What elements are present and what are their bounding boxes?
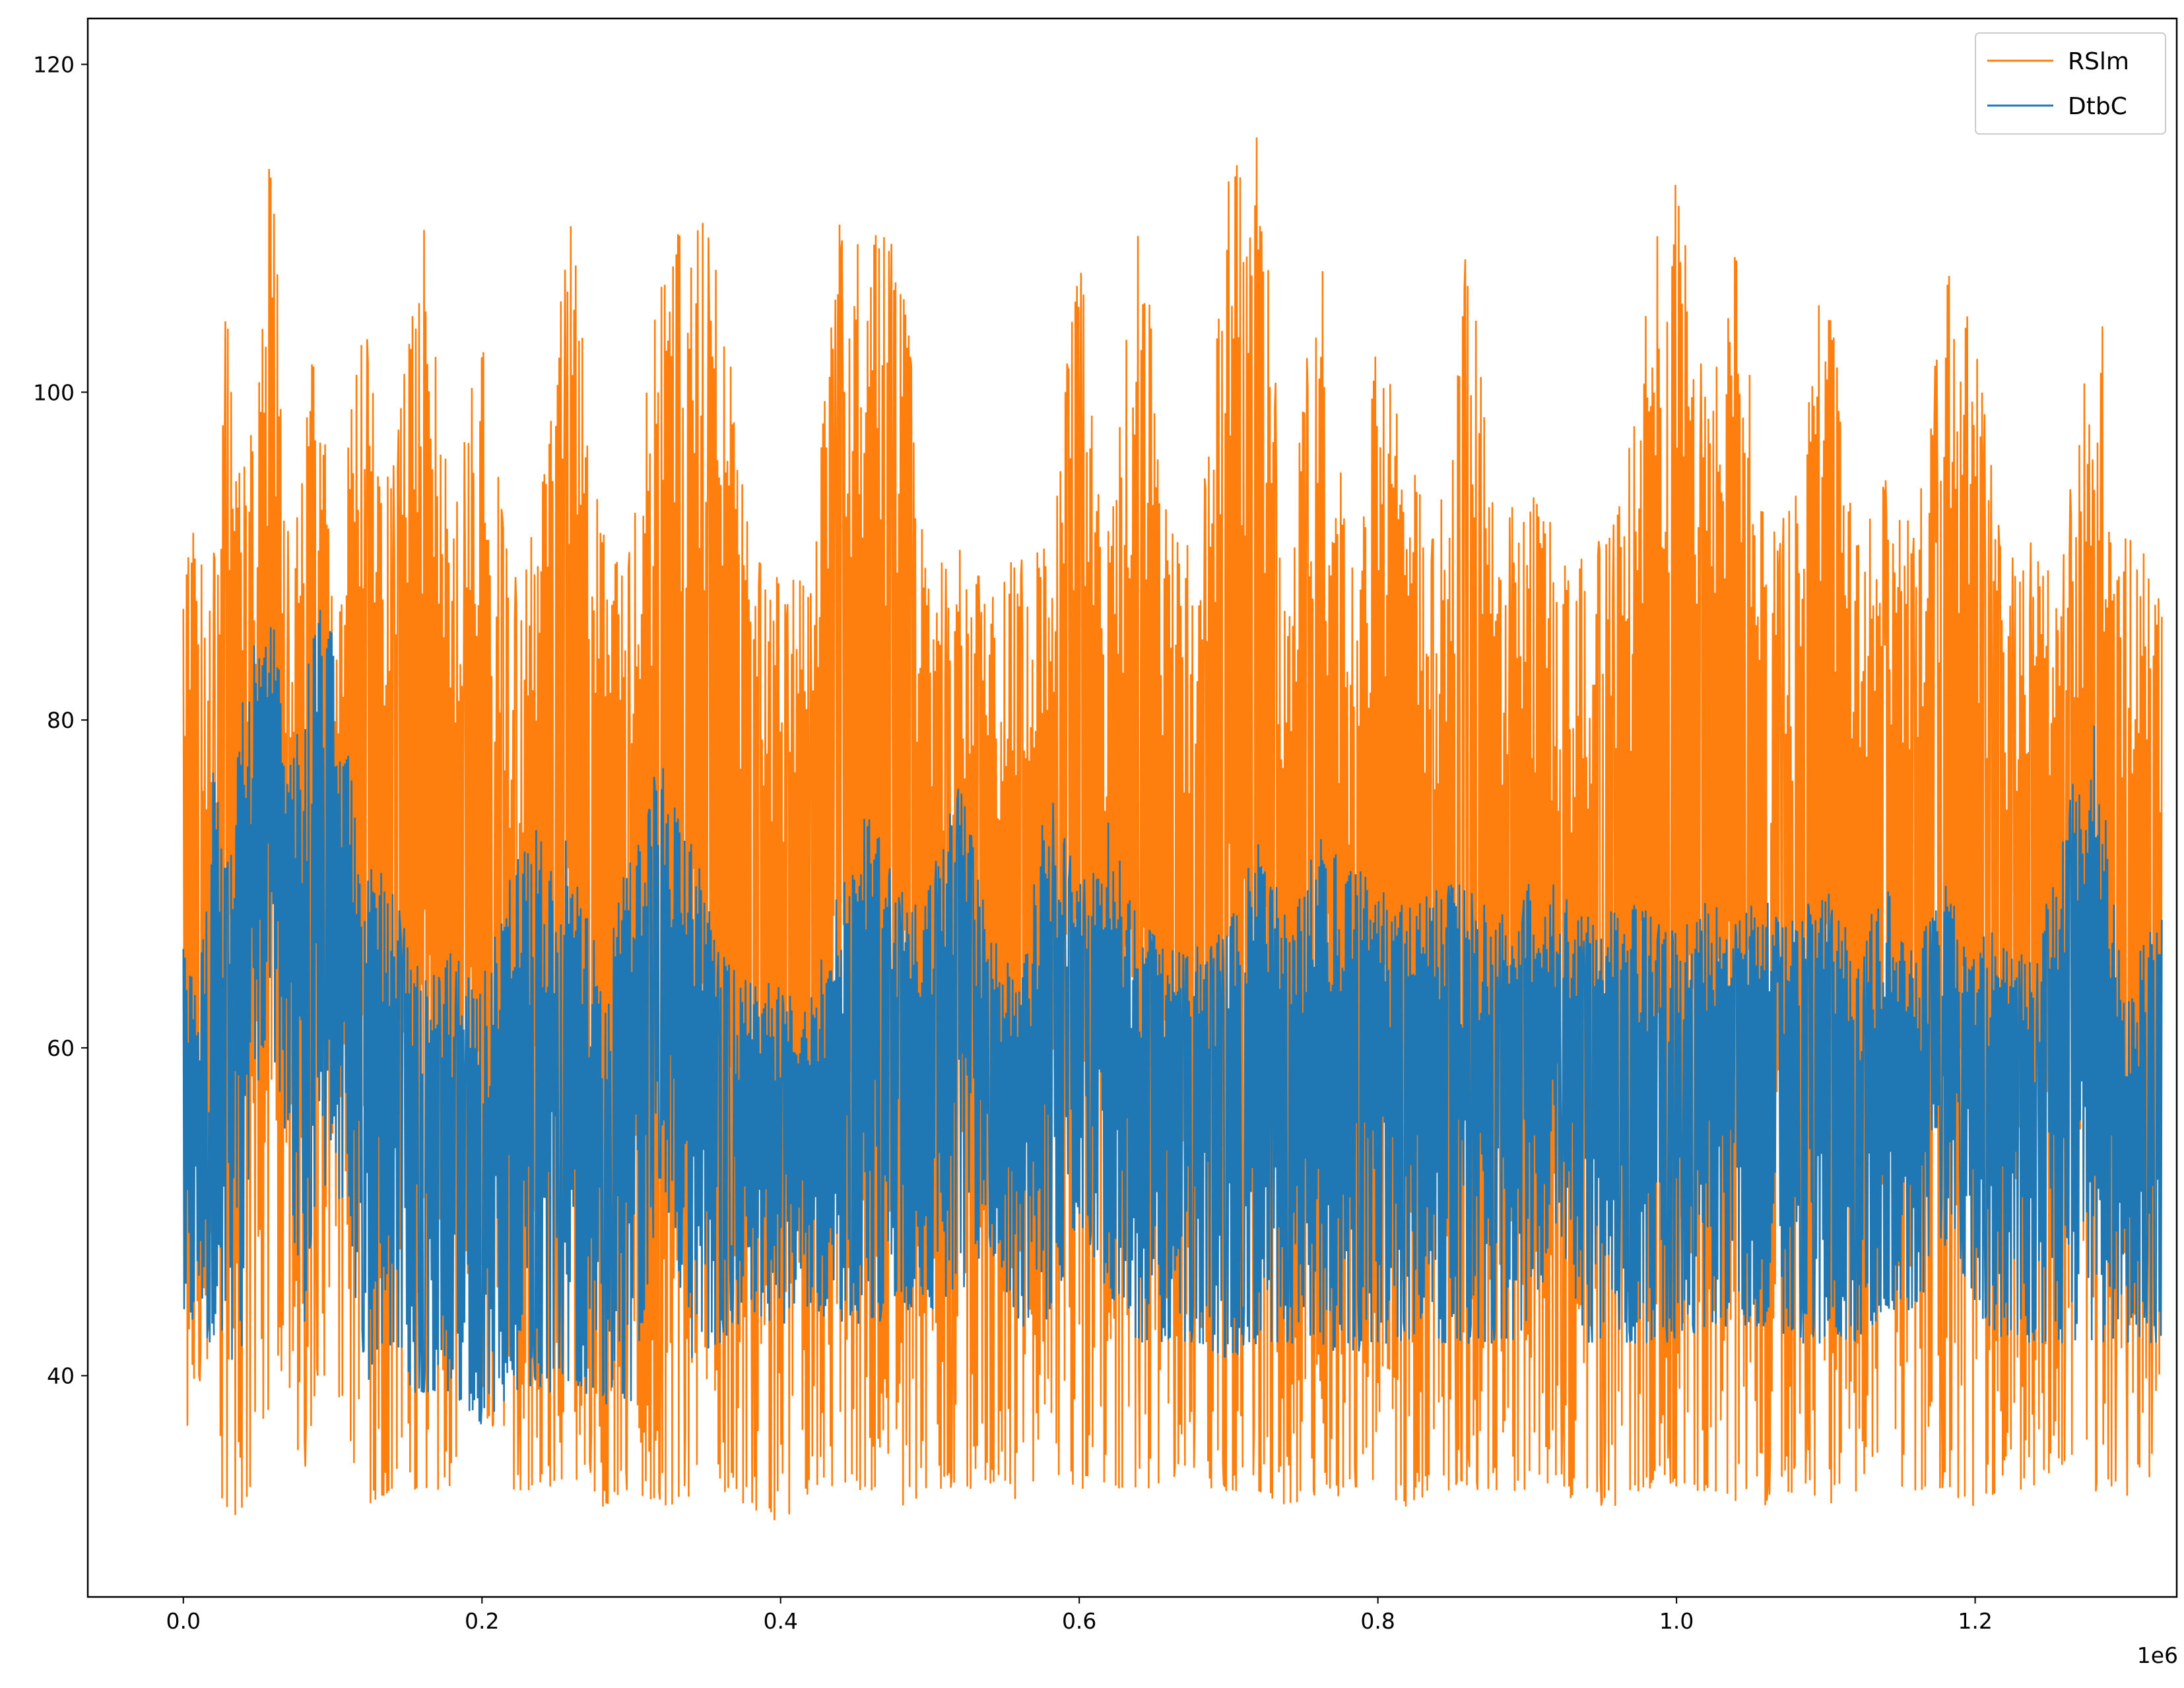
y-tick-label: 120: [33, 52, 75, 78]
legend-label-DtbC: DtbC: [2068, 93, 2127, 120]
x-tick-label: 1.0: [1659, 1608, 1694, 1634]
series-line-RSlm: [182, 137, 2163, 1520]
x-tick-label: 0.8: [1360, 1608, 1395, 1634]
plot-area: [86, 17, 2178, 1598]
legend-box: [1975, 32, 2166, 135]
legend-label-RSlm: RSlm: [2068, 48, 2129, 75]
y-tick-label: 60: [47, 1035, 75, 1061]
series-layer: [182, 137, 2163, 1520]
series-line-DtbC: [182, 610, 2163, 1425]
axes-frame: [86, 17, 2178, 1598]
y-axis: 40 60 80 100 120: [33, 52, 88, 1389]
legend: RSlm DtbC: [1975, 32, 2166, 135]
x-axis: 0.0 0.2 0.4 0.6 0.8 1.0 1.2: [166, 1597, 1993, 1634]
y-tick-label: 40: [47, 1363, 75, 1389]
x-tick-label: 1.2: [1958, 1608, 1992, 1634]
x-tick-label: 0.2: [465, 1608, 499, 1634]
x-tick-label: 0.4: [763, 1608, 797, 1634]
y-tick-label: 100: [33, 379, 75, 405]
y-tick-label: 80: [47, 707, 75, 733]
x-tick-label: 0.0: [166, 1608, 201, 1634]
x-tick-label: 0.6: [1062, 1608, 1096, 1634]
x-axis-offset-label: 1e6: [2137, 1642, 2178, 1668]
